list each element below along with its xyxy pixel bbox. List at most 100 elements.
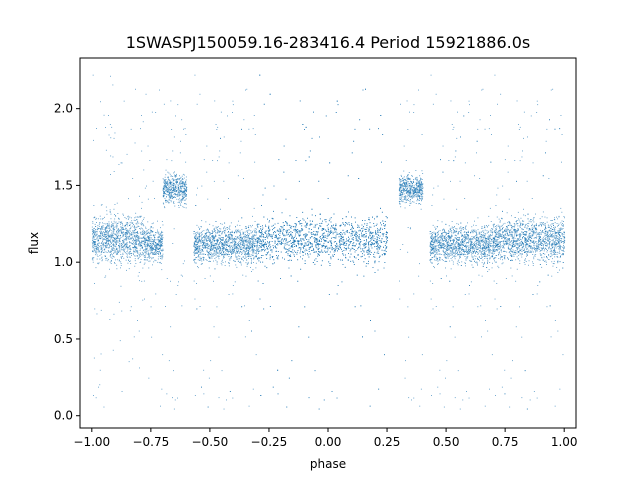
data-point	[104, 227, 106, 229]
data-point	[169, 182, 171, 183]
data-point	[146, 250, 148, 252]
data-point	[182, 196, 183, 197]
data-point	[236, 239, 238, 241]
data-point	[212, 237, 214, 239]
data-point	[98, 235, 100, 236]
data-point	[128, 236, 130, 238]
data-point	[168, 178, 169, 180]
data-point	[214, 230, 215, 232]
data-point	[158, 234, 160, 236]
data-point	[193, 252, 195, 253]
data-point	[137, 237, 139, 239]
data-point	[215, 235, 217, 237]
data-point	[137, 233, 139, 235]
data-point	[205, 243, 207, 244]
data-point	[235, 264, 237, 266]
data-point	[159, 243, 161, 245]
data-point	[245, 262, 247, 264]
data-point	[121, 228, 123, 230]
data-point	[161, 255, 163, 257]
data-point	[97, 225, 99, 227]
data-point	[112, 249, 113, 251]
data-point	[242, 237, 243, 239]
data-point	[140, 245, 142, 247]
data-point	[255, 238, 257, 240]
data-point	[135, 263, 137, 264]
data-point	[101, 204, 103, 206]
data-point	[122, 240, 124, 242]
data-point	[199, 246, 201, 248]
data-point	[111, 226, 112, 228]
data-point	[247, 246, 249, 248]
data-point	[247, 247, 249, 249]
data-point	[232, 249, 234, 251]
data-point	[230, 250, 231, 252]
data-point	[100, 245, 101, 247]
data-point	[125, 224, 127, 226]
data-point	[201, 241, 203, 243]
data-point	[196, 224, 198, 226]
data-point	[234, 251, 236, 253]
data-point	[222, 239, 224, 241]
data-point	[137, 216, 139, 218]
data-point	[161, 244, 163, 246]
data-point	[137, 244, 139, 246]
data-point	[103, 245, 105, 247]
data-point	[245, 247, 247, 248]
data-point	[228, 234, 229, 235]
data-point	[244, 237, 246, 238]
data-point	[246, 235, 248, 237]
data-point	[214, 247, 216, 249]
data-point	[99, 238, 101, 240]
data-point	[151, 230, 152, 232]
data-point	[134, 238, 136, 240]
data-point	[108, 224, 110, 226]
data-point	[250, 230, 252, 232]
data-point	[162, 224, 164, 226]
data-point	[241, 239, 243, 241]
data-point	[157, 220, 158, 222]
data-point	[96, 222, 97, 223]
data-point	[110, 213, 112, 215]
data-point	[221, 260, 223, 262]
data-point	[122, 223, 123, 225]
data-point	[251, 232, 253, 233]
data-point	[182, 178, 183, 179]
data-point	[152, 243, 154, 244]
data-point	[213, 246, 215, 248]
data-point	[214, 243, 216, 244]
data-point	[144, 249, 146, 251]
data-point	[148, 255, 150, 257]
data-point	[250, 244, 252, 246]
data-point	[93, 238, 95, 240]
data-point	[213, 326, 215, 328]
data-point	[210, 245, 212, 247]
data-point	[202, 241, 204, 243]
data-point	[168, 189, 170, 191]
data-point	[195, 246, 197, 248]
data-point	[120, 223, 121, 225]
data-point	[169, 173, 171, 175]
data-point	[125, 239, 127, 241]
data-point	[228, 237, 230, 239]
data-point	[98, 235, 99, 237]
data-point	[93, 257, 95, 259]
data-point	[213, 280, 214, 282]
data-point	[119, 242, 121, 244]
data-point	[108, 225, 110, 227]
data-point	[116, 251, 118, 252]
data-point	[104, 232, 106, 233]
data-point	[235, 253, 236, 255]
data-point	[150, 241, 152, 243]
data-point	[248, 238, 250, 240]
data-point	[171, 192, 173, 193]
data-point	[204, 247, 206, 249]
data-point	[134, 232, 136, 234]
data-point	[161, 250, 163, 251]
data-point	[144, 232, 146, 234]
data-point	[136, 222, 138, 224]
data-point	[236, 229, 238, 231]
data-point	[161, 237, 163, 239]
data-point	[122, 234, 124, 236]
data-point	[148, 253, 149, 255]
